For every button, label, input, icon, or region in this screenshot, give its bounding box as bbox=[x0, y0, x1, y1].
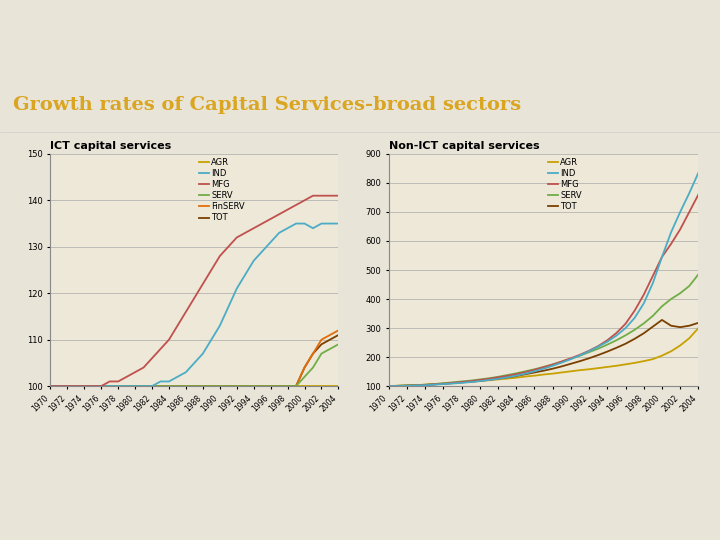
Legend: AGR, IND, MFG, SERV, TOT: AGR, IND, MFG, SERV, TOT bbox=[548, 158, 582, 211]
Legend: AGR, IND, MFG, SERV, FinSERV, TOT: AGR, IND, MFG, SERV, FinSERV, TOT bbox=[199, 158, 245, 222]
Text: ICT capital services: ICT capital services bbox=[50, 141, 171, 151]
Text: Growth rates of Capital Services-broad sectors: Growth rates of Capital Services-broad s… bbox=[13, 96, 521, 114]
Text: Non-ICT capital services: Non-ICT capital services bbox=[389, 141, 539, 151]
